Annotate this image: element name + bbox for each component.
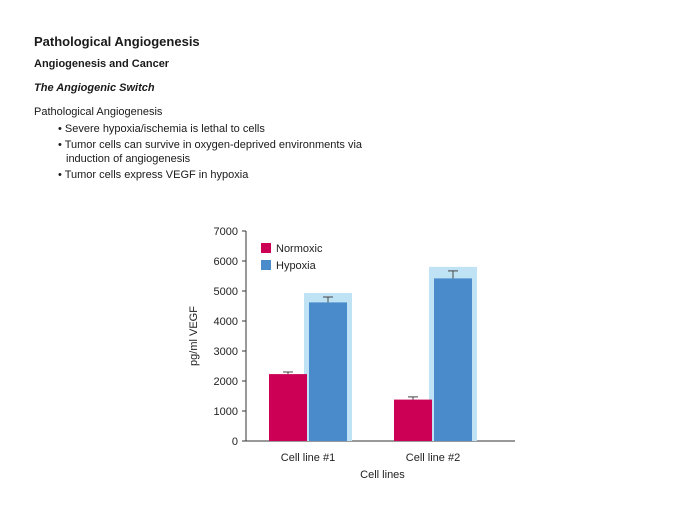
legend-label-hypoxia: Hypoxia [276,260,317,272]
y-tick-label: 2000 [214,376,238,388]
y-tick-label: 7000 [214,226,238,238]
bullet-item: • Tumor cells can survive in oxygen-depr… [58,139,363,165]
bar-hypoxia [309,302,347,441]
y-tick-label: 6000 [214,256,238,268]
y-tick-label: 5000 [214,286,238,298]
x-tick-label: Cell line #2 [406,452,460,464]
legend-label-normoxic: Normoxic [276,243,323,255]
bar-normoxic [269,374,307,441]
bar-hypoxia [434,278,472,441]
legend-swatch-hypoxia [261,260,271,270]
x-tick-label: Cell line #1 [281,452,335,464]
y-tick-label: 4000 [214,316,238,328]
y-tick-label: 0 [232,436,238,448]
section-heading: The Angiogenic Switch [34,82,155,94]
bullet-item: • Tumor cells express VEGF in hypoxia [58,169,249,181]
y-tick-label: 1000 [214,406,238,418]
bar-normoxic [394,399,432,441]
y-axis-title: pg/ml VEGF [188,306,200,366]
intro-text: Pathological Angiogenesis [34,106,163,118]
slide-subtitle: Angiogenesis and Cancer [34,58,170,70]
x-axis-title: Cell lines [360,469,405,481]
slide-title: Pathological Angiogenesis [34,34,200,49]
y-tick-label: 3000 [214,346,238,358]
bullet-item: • Severe hypoxia/ischemia is lethal to c… [58,123,265,135]
bullet-list: • Severe hypoxia/ischemia is lethal to c… [58,122,366,184]
legend-swatch-normoxic [261,243,271,253]
